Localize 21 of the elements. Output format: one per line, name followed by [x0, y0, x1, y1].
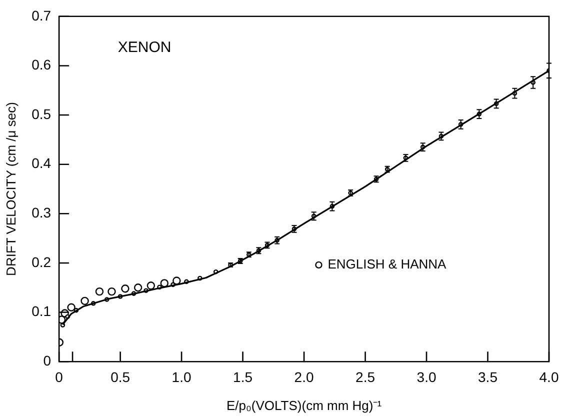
x-tick-label: 1.5 — [233, 368, 253, 385]
y-tick-label: 0.7 — [32, 7, 52, 24]
x-tick-label: 2.5 — [356, 368, 376, 385]
legend-label: ENGLISH & HANNA — [328, 256, 447, 272]
x-axis-title: E/p₀(VOLTS)(cm mm Hg)⁻¹ — [226, 398, 382, 413]
y-tick-label: 0.5 — [32, 106, 52, 122]
y-tick-label: 0.1 — [32, 303, 52, 320]
x-tick-label: 4.0 — [539, 368, 559, 385]
text: XENON — [118, 39, 172, 56]
y-tick-label: 0.2 — [32, 254, 52, 270]
x-tick-label: 3.5 — [478, 368, 498, 385]
y-tick-label: 0 — [43, 352, 52, 368]
y-axis-title: DRIFT VELOCITY (cm /μ sec) — [3, 102, 18, 276]
y-tick-label: 0.4 — [32, 155, 52, 172]
x-tick-label: 0 — [55, 368, 64, 385]
x-tick-label: 1.0 — [172, 368, 192, 385]
x-tick-label: 2.0 — [294, 368, 314, 385]
x-tick-label: 0.5 — [110, 368, 130, 385]
y-tick-label: 0.3 — [32, 204, 52, 221]
y-tick-label: 0.6 — [32, 56, 52, 73]
x-tick-label: 3.0 — [416, 368, 436, 385]
